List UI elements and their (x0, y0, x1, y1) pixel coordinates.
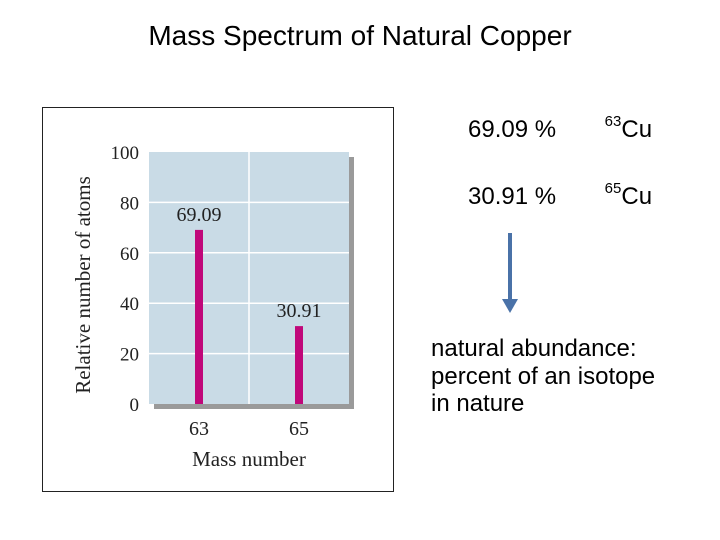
isotope-row-65: 30.91 % 65Cu (468, 180, 653, 211)
y-tick-label: 20 (120, 345, 139, 366)
isotope-element: Cu (621, 116, 653, 143)
x-tick-label: 65 (289, 418, 309, 440)
y-axis-title: Relative number of atoms (71, 176, 95, 394)
isotope-element: Cu (621, 183, 653, 210)
definition-text: natural abundance: percent of an isotope… (431, 335, 716, 418)
y-tick-label: 100 (111, 143, 140, 164)
y-tick-label: 60 (120, 244, 139, 265)
y-tick-label: 80 (120, 193, 139, 214)
isotope-row-63: 69.09 % 63Cu (468, 113, 653, 144)
data-label: 30.91 (277, 300, 322, 322)
slide-title: Mass Spectrum of Natural Copper (148, 20, 572, 51)
data-label: 69.09 (177, 204, 222, 226)
y-tick-label: 0 (130, 395, 140, 416)
x-axis-title: Mass number (192, 447, 306, 471)
bar (195, 229, 203, 404)
isotope-percent: 69.09 % (468, 116, 557, 143)
isotope-mass-number: 63 (604, 113, 622, 130)
isotope-percent: 30.91 % (468, 183, 557, 210)
x-tick-label: 63 (189, 418, 209, 440)
mass-spectrum-chart: 0 20 40 60 80 100 63 69.09 65 30.91 Mass number Rel… (71, 143, 354, 471)
definition-line: natural abundance: (431, 335, 637, 362)
y-tick-label: 40 (120, 294, 139, 315)
bar (295, 326, 303, 404)
definition-line: in nature (431, 390, 525, 418)
isotope-mass-number: 65 (604, 180, 622, 197)
definition-line: percent of an isotope (431, 362, 656, 390)
down-arrow-icon (502, 233, 518, 313)
